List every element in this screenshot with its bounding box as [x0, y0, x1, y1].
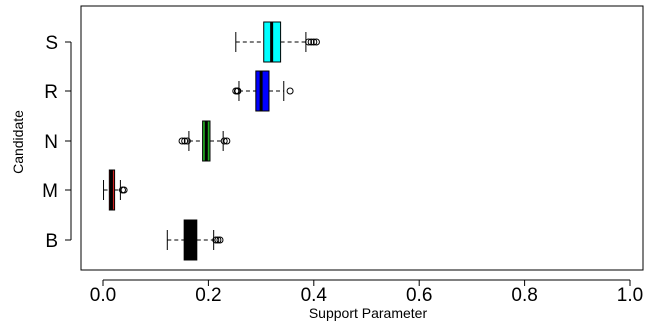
- category-label-s: S: [45, 33, 58, 54]
- outlier-m-1: [120, 186, 128, 194]
- outlier-n-3: [220, 137, 228, 145]
- outlier-n-0: [178, 137, 186, 145]
- outlier-n-2: [183, 137, 191, 145]
- box-b: [183, 219, 198, 261]
- outlier-n-1: [181, 137, 189, 145]
- outlier-r-3: [286, 87, 294, 95]
- outlier-n-4: [223, 137, 231, 145]
- x-tick-label-5: 1.0: [617, 285, 643, 306]
- outlier-s-2: [310, 38, 318, 46]
- plot-frame: [80, 5, 644, 271]
- outlier-r-2: [234, 87, 242, 95]
- boxes-group: [103, 21, 320, 261]
- category-label-b: B: [45, 231, 58, 252]
- outlier-s-0: [305, 38, 313, 46]
- x-axis-title: Support Parameter: [309, 305, 428, 321]
- x-axis: 0.0 0.2 0.4 0.6 0.8 1.0: [90, 279, 643, 306]
- y-axis: S R N M B: [42, 33, 72, 252]
- category-label-r: R: [44, 82, 58, 103]
- category-label-n: N: [44, 132, 58, 153]
- y-axis-title: Candidate: [10, 110, 26, 174]
- x-tick-label-2: 0.4: [301, 285, 328, 306]
- x-tick-label-3: 0.6: [406, 285, 432, 306]
- outlier-b-1: [214, 236, 222, 244]
- outlier-b-0: [212, 236, 220, 244]
- x-tick-label-1: 0.2: [195, 285, 221, 306]
- outlier-s-1: [307, 38, 315, 46]
- x-tick-label-0: 0.0: [90, 285, 116, 306]
- outlier-b-2: [216, 236, 224, 244]
- outlier-s-3: [312, 38, 320, 46]
- category-label-m: M: [42, 181, 58, 202]
- x-tick-label-4: 0.8: [511, 285, 537, 306]
